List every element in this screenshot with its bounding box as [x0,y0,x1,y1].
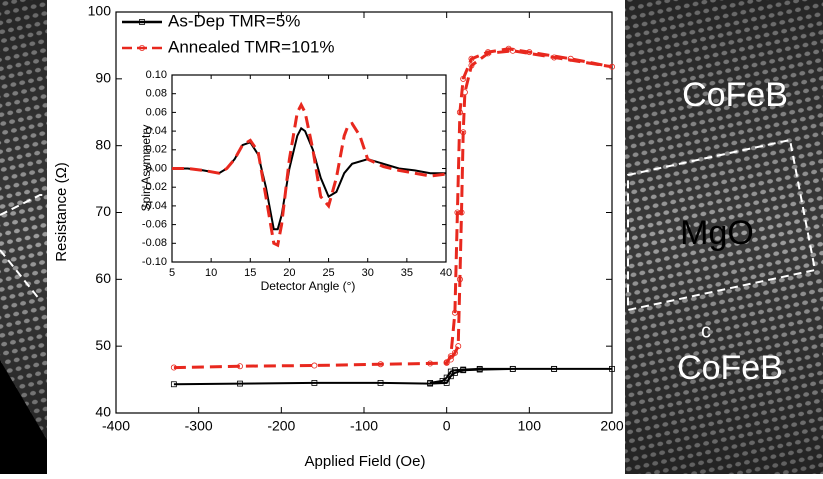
x-tick-label: 30 [362,267,374,279]
y-tick-label: 70 [95,203,111,219]
marker [377,380,384,386]
marker [170,364,177,371]
marker [476,365,483,372]
marker [237,380,243,387]
series-line [173,47,613,370]
marker [439,378,446,384]
y-tick-label: 40 [95,404,111,420]
y-tick-label: 0.04 [146,125,167,137]
marker [451,349,458,356]
x-tick-label: 5 [169,267,175,279]
marker [609,365,615,372]
right-tem-image: CoFeB MgO c CoFeB [625,0,823,474]
chart: 5 10 15 20 25 30 35 40 -0.10 -0.08 -0.06 -0.04 -0.02… [139,69,452,293]
marker [458,209,465,216]
x-tick-label: -100 [350,418,378,434]
y-tick-label: 100 [88,3,112,19]
marker [551,54,558,61]
y-tick-label: 0.06 [146,106,167,118]
marker [509,47,516,54]
x-tick-label: 20 [283,267,295,279]
y-tick-label: 0.00 [146,162,167,174]
legend-label: Annealed TMR=101% [168,37,335,56]
marker [454,209,461,216]
marker [170,381,177,388]
y-tick-label: -0.08 [142,237,167,249]
y-tick-label: -0.06 [142,219,167,231]
marker [484,50,491,57]
x-tick-label: 40 [440,267,452,279]
marker [567,55,574,62]
marker [236,363,243,370]
marker [443,359,450,366]
y-tick-label: 0.02 [146,144,167,156]
marker [138,45,145,52]
marker [427,380,434,386]
marker [311,362,318,369]
marker [311,380,318,386]
marker [447,368,454,375]
marker [447,356,454,363]
marker [427,360,434,367]
marker [451,309,458,316]
x-tick-label: -400 [102,418,130,434]
y-tick-label: 60 [95,270,111,286]
layer-label: MgO [680,214,754,252]
x-axis-label: Detector Angle (°) [261,279,356,293]
marker [139,19,145,25]
left-tem-image [0,0,47,474]
series-line [172,101,447,248]
y-tick-label: 0.10 [146,69,167,81]
marker [452,367,458,374]
layer-label: CoFeB [682,76,788,114]
y-tick-label: 80 [95,136,111,152]
marker [468,62,475,69]
marker [461,89,468,96]
x-tick-label: 15 [244,267,256,279]
marker [509,365,516,372]
y-axis-label: Resistance (Ω) [53,162,70,262]
marker [526,49,533,56]
marker [455,343,462,350]
y-tick-label: 90 [95,70,111,86]
y-tick-label: -0.04 [142,200,167,212]
layer-label: c [701,320,711,342]
series-line [173,367,612,386]
x-tick-label: 0 [443,418,451,434]
y-tick-label: 50 [95,337,111,353]
x-tick-label: 25 [322,267,334,279]
x-tick-label: 10 [205,267,217,279]
x-tick-label: -300 [185,418,213,434]
marker [377,361,384,368]
y-tick-label: 0.08 [146,88,167,100]
x-tick-label: 100 [518,418,542,434]
marker [551,365,558,372]
marker [468,55,475,62]
x-tick-label: 200 [600,418,624,434]
legend-label: As-Dep TMR=5% [168,11,300,30]
marker [460,366,467,373]
marker [456,109,463,116]
x-tick-label: -200 [267,418,295,434]
marker [447,353,454,360]
x-axis-label: Applied Field (Oe) [305,453,426,470]
y-tick-label: -0.10 [142,256,167,268]
marker [609,63,616,70]
marker [460,75,467,82]
y-axis-label: Spin Asymmetry [139,125,153,212]
marker [460,129,467,136]
layer-label: CoFeB [677,349,783,387]
marker [456,276,463,283]
y-tick-label: -0.02 [142,181,167,193]
x-tick-label: 35 [401,267,413,279]
marker [443,374,450,381]
